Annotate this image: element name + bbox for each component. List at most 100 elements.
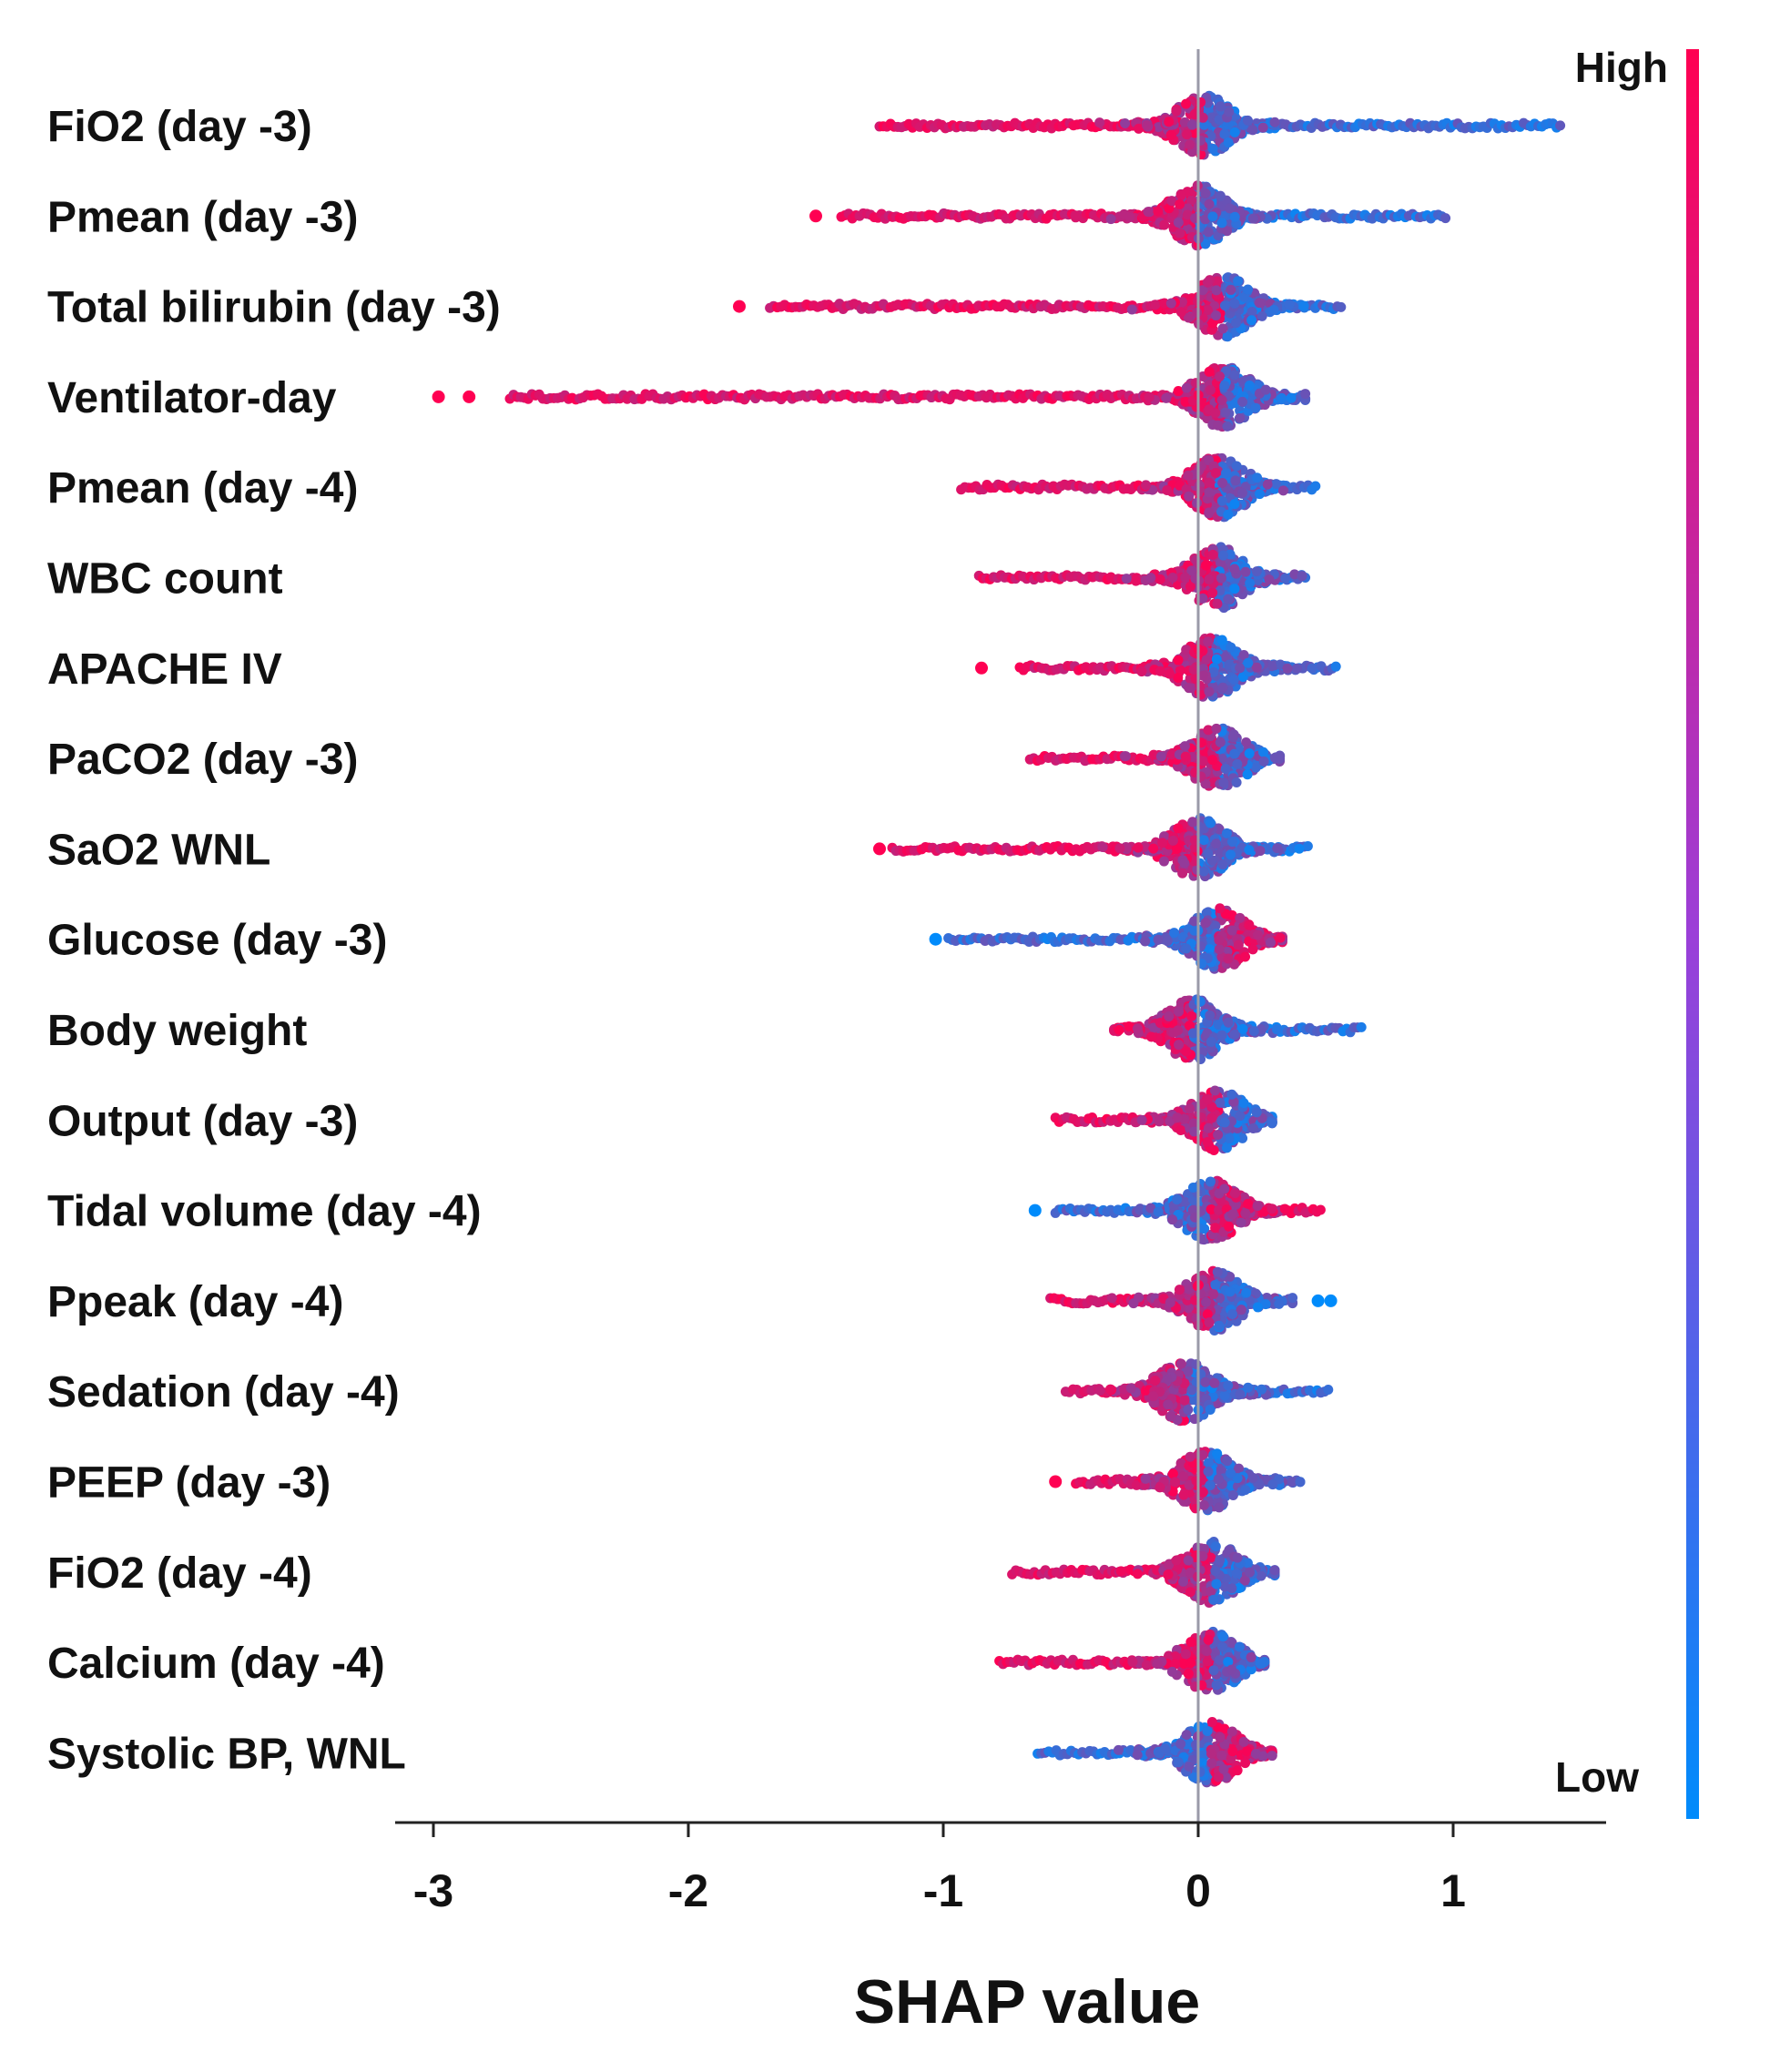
feature-beeswarm: [973, 542, 1311, 614]
shap-point: [1336, 301, 1347, 312]
shap-point: [1162, 936, 1173, 947]
shap-point: [1216, 1030, 1227, 1041]
shap-point: [1237, 487, 1248, 498]
shap-point: [1217, 323, 1228, 334]
shap-point: [1211, 654, 1222, 665]
shap-point: [1216, 218, 1227, 229]
shap-point: [1245, 578, 1256, 589]
shap-point: [1094, 117, 1105, 128]
shap-point: [1198, 835, 1209, 846]
shap-point: [1179, 741, 1190, 752]
shap-point: [1205, 1010, 1216, 1021]
shap-point: [1153, 934, 1164, 945]
shap-point: [1184, 491, 1195, 502]
shap-point: [1165, 298, 1176, 309]
shap-point: [1211, 838, 1222, 849]
shap-point: [1330, 661, 1341, 672]
shap-outlier-point: [975, 661, 988, 675]
shap-point: [1265, 937, 1276, 948]
shap-point: [1206, 1112, 1217, 1123]
shap-point: [1175, 189, 1186, 200]
shap-point: [1211, 310, 1221, 320]
shap-point: [1315, 1204, 1326, 1215]
shap-point: [1203, 1094, 1214, 1105]
shap-point: [1141, 120, 1152, 131]
shap-point: [1126, 304, 1137, 315]
shap-point: [1200, 188, 1211, 198]
shap-point: [1145, 573, 1156, 584]
shap-point: [1198, 756, 1209, 767]
shap-point: [1155, 574, 1165, 584]
shap-point: [1229, 1029, 1240, 1040]
feature-beeswarm: [1050, 1085, 1277, 1155]
shap-point: [1172, 1194, 1183, 1205]
shap-point: [1140, 936, 1151, 947]
feature-beeswarm: [432, 362, 1311, 432]
shap-point: [1229, 1188, 1240, 1199]
shap-point: [1136, 1114, 1147, 1125]
shap-point: [1204, 686, 1215, 697]
shap-point: [1205, 1036, 1216, 1047]
shap-point: [1226, 284, 1236, 295]
shap-point: [1184, 683, 1195, 694]
shap-point: [1134, 123, 1144, 134]
shap-point: [1256, 310, 1267, 321]
shap-point: [1255, 489, 1266, 500]
shap-outlier-point: [1028, 1204, 1042, 1217]
shap-point: [1141, 480, 1152, 491]
shap-point: [1204, 574, 1215, 584]
shap-point: [1225, 203, 1236, 214]
shap-point: [1219, 128, 1230, 139]
shap-point: [1200, 560, 1211, 571]
shap-point: [1252, 1201, 1263, 1212]
shap-point: [1269, 117, 1280, 127]
shap-point: [1211, 723, 1222, 734]
shap-point: [1173, 823, 1184, 834]
shap-point: [1200, 214, 1211, 225]
shap-point: [1229, 370, 1240, 381]
shap-point: [1277, 392, 1287, 403]
shap-point: [1242, 115, 1253, 126]
shap-point: [1175, 307, 1186, 318]
shap-point: [1174, 1040, 1185, 1051]
shap-point: [1228, 675, 1239, 686]
shap-point: [1097, 841, 1108, 852]
shap-point: [1264, 574, 1275, 585]
shap-point: [1272, 843, 1283, 854]
shap-point: [1231, 461, 1242, 472]
shap-point: [1250, 402, 1261, 413]
shap-point: [1214, 944, 1225, 955]
shap-point: [1105, 214, 1116, 225]
shap-point: [1244, 380, 1255, 391]
shap-point: [1204, 487, 1215, 498]
shap-point: [1220, 468, 1231, 479]
shap-point: [1440, 213, 1451, 224]
shap-point: [1207, 587, 1218, 598]
shap-point: [1173, 672, 1184, 683]
feature-beeswarm: [1028, 1175, 1326, 1245]
shap-point: [1252, 929, 1263, 940]
shap-point: [1153, 206, 1164, 217]
shap-point: [1240, 1208, 1251, 1219]
shap-point: [1242, 769, 1253, 780]
shap-point: [1247, 125, 1258, 136]
shap-outlier-point: [733, 300, 746, 313]
shap-point: [1175, 228, 1185, 239]
shap-point: [1210, 408, 1221, 419]
shap-point: [1300, 389, 1311, 400]
shap-point: [1240, 951, 1251, 962]
shap-point: [1298, 300, 1309, 311]
shap-point: [1217, 550, 1228, 561]
shap-point: [1227, 1209, 1238, 1220]
shap-point: [1200, 918, 1211, 929]
shap-point: [1213, 420, 1224, 431]
shap-point: [1218, 777, 1229, 788]
shap-point: [1216, 635, 1227, 645]
shap-point: [1222, 226, 1233, 237]
shap-point: [1173, 218, 1184, 229]
shap-point: [1201, 655, 1212, 665]
shap-point: [1229, 748, 1240, 759]
shap-point: [1179, 117, 1190, 127]
shap-point: [1188, 1182, 1199, 1193]
